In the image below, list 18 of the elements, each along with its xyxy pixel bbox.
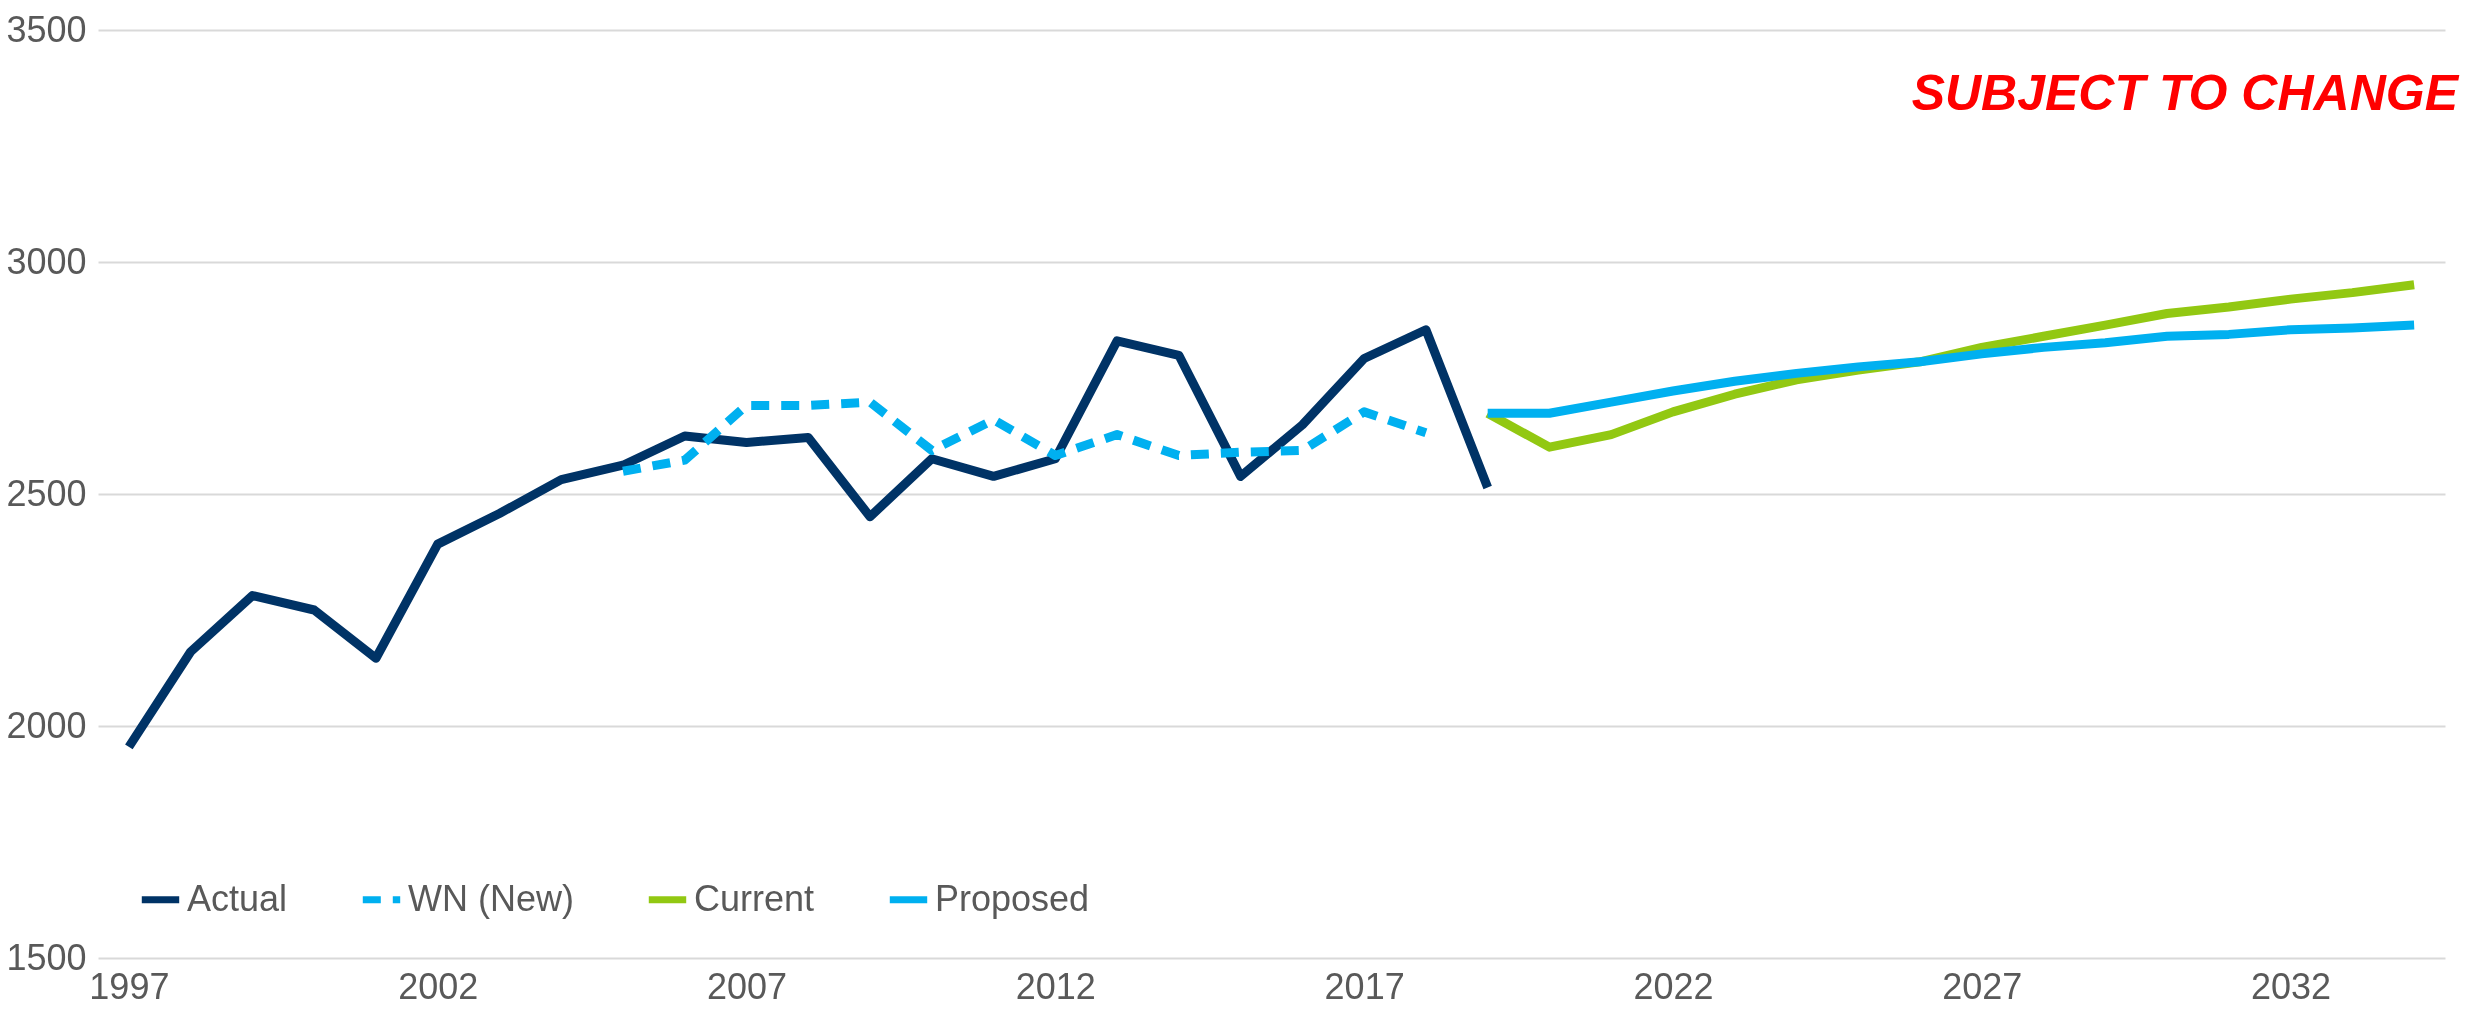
annotation: SUBJECT TO CHANGE bbox=[1911, 65, 2460, 121]
legend-label: WN (New) bbox=[408, 877, 574, 919]
y-tick-label: 3000 bbox=[6, 240, 87, 282]
x-tick-label: 2017 bbox=[1324, 965, 1405, 1007]
x-tick-label: 2032 bbox=[2251, 965, 2332, 1007]
legend-label: Current bbox=[694, 877, 815, 919]
y-tick-label: 2500 bbox=[6, 472, 87, 514]
x-tick-label: 1997 bbox=[89, 965, 170, 1007]
x-tick-label: 2022 bbox=[1633, 965, 1714, 1007]
legend-label: Proposed bbox=[935, 877, 1090, 919]
y-tick-label: 3500 bbox=[6, 8, 87, 50]
x-tick-label: 2027 bbox=[1942, 965, 2023, 1007]
y-tick-label: 2000 bbox=[6, 704, 87, 746]
x-tick-label: 2007 bbox=[706, 965, 788, 1007]
legend-label: Actual bbox=[187, 877, 288, 919]
y-tick-label: 1500 bbox=[6, 936, 87, 978]
x-tick-label: 2012 bbox=[1015, 965, 1096, 1007]
x-tick-label: 2002 bbox=[398, 965, 479, 1007]
